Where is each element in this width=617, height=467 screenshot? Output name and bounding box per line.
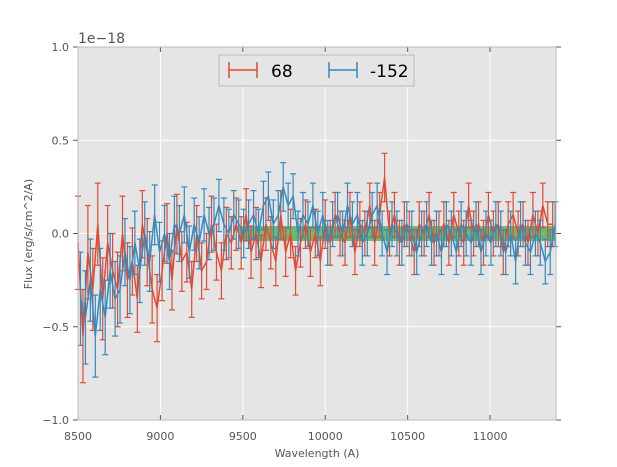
y-tick-label: 0.5	[52, 134, 70, 147]
x-tick-label: 9000	[146, 430, 174, 443]
y-offset-label: 1e−18	[78, 31, 125, 47]
series-layer	[75, 152, 559, 384]
series-line--152	[79, 186, 556, 337]
y-tick-label: 0.0	[52, 228, 70, 241]
legend-label-68: 68	[271, 62, 293, 82]
legend-marker-68	[228, 62, 258, 78]
x-axis-label: Wavelength (A)	[275, 447, 360, 460]
y-tick-label: 1.0	[52, 41, 70, 54]
y-axis-label: Flux (erg/s/cm^2/A)	[22, 179, 35, 289]
x-tick-label: 10500	[390, 430, 425, 443]
x-tick-label: 8500	[64, 430, 92, 443]
legend-label-neg152: -152	[370, 62, 409, 82]
legend: 68 -152	[218, 54, 415, 87]
series--152	[77, 162, 559, 378]
y-tick-label: −1.0	[42, 414, 69, 427]
x-tick-label: 10000	[308, 430, 343, 443]
x-tick-label: 11000	[473, 430, 508, 443]
x-tick-label: 9500	[229, 430, 257, 443]
plot-frame	[77, 46, 557, 421]
x-tick-labels: 8500 9000 9500 10000 10500 11000	[64, 430, 508, 443]
y-tick-label: −0.5	[42, 321, 69, 334]
legend-marker-neg152	[328, 62, 358, 78]
y-tick-labels: −1.0 −0.5 0.0 0.5 1.0	[42, 41, 69, 427]
